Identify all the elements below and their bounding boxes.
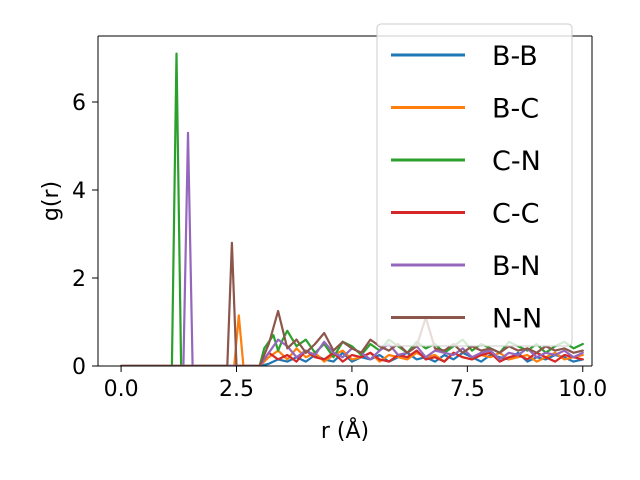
x-ticks: 0.0 2.5 5.0 7.5 10.0 [104,366,607,402]
legend-label-b-b: B-B [492,41,538,72]
legend-label-c-c: C-C [492,199,539,230]
legend: B-B B-C C-N C-C B-N N-N [376,23,573,347]
legend-label-b-c: B-C [492,94,539,125]
y-axis-label: g(r) [39,181,64,221]
x-tick-label: 7.5 [450,377,485,402]
y-tick-label: 0 [72,355,86,380]
series-line-b-n [119,131,584,366]
x-axis-label: r (Å) [321,417,369,444]
y-tick-label: 2 [72,267,86,292]
y-ticks: 0 2 4 6 [72,91,98,380]
x-tick-label: 10.0 [558,377,607,402]
series-line-b-b [119,351,584,366]
x-tick-label: 0.0 [104,377,139,402]
y-tick-label: 4 [72,179,86,204]
x-tick-label: 5.0 [334,377,369,402]
legend-label-n-n: N-N [492,304,542,335]
legend-box [376,23,573,347]
y-tick-label: 6 [72,91,86,116]
x-tick-label: 2.5 [219,377,254,402]
legend-label-b-n: B-N [492,251,540,282]
legend-label-c-n: C-N [492,146,541,177]
